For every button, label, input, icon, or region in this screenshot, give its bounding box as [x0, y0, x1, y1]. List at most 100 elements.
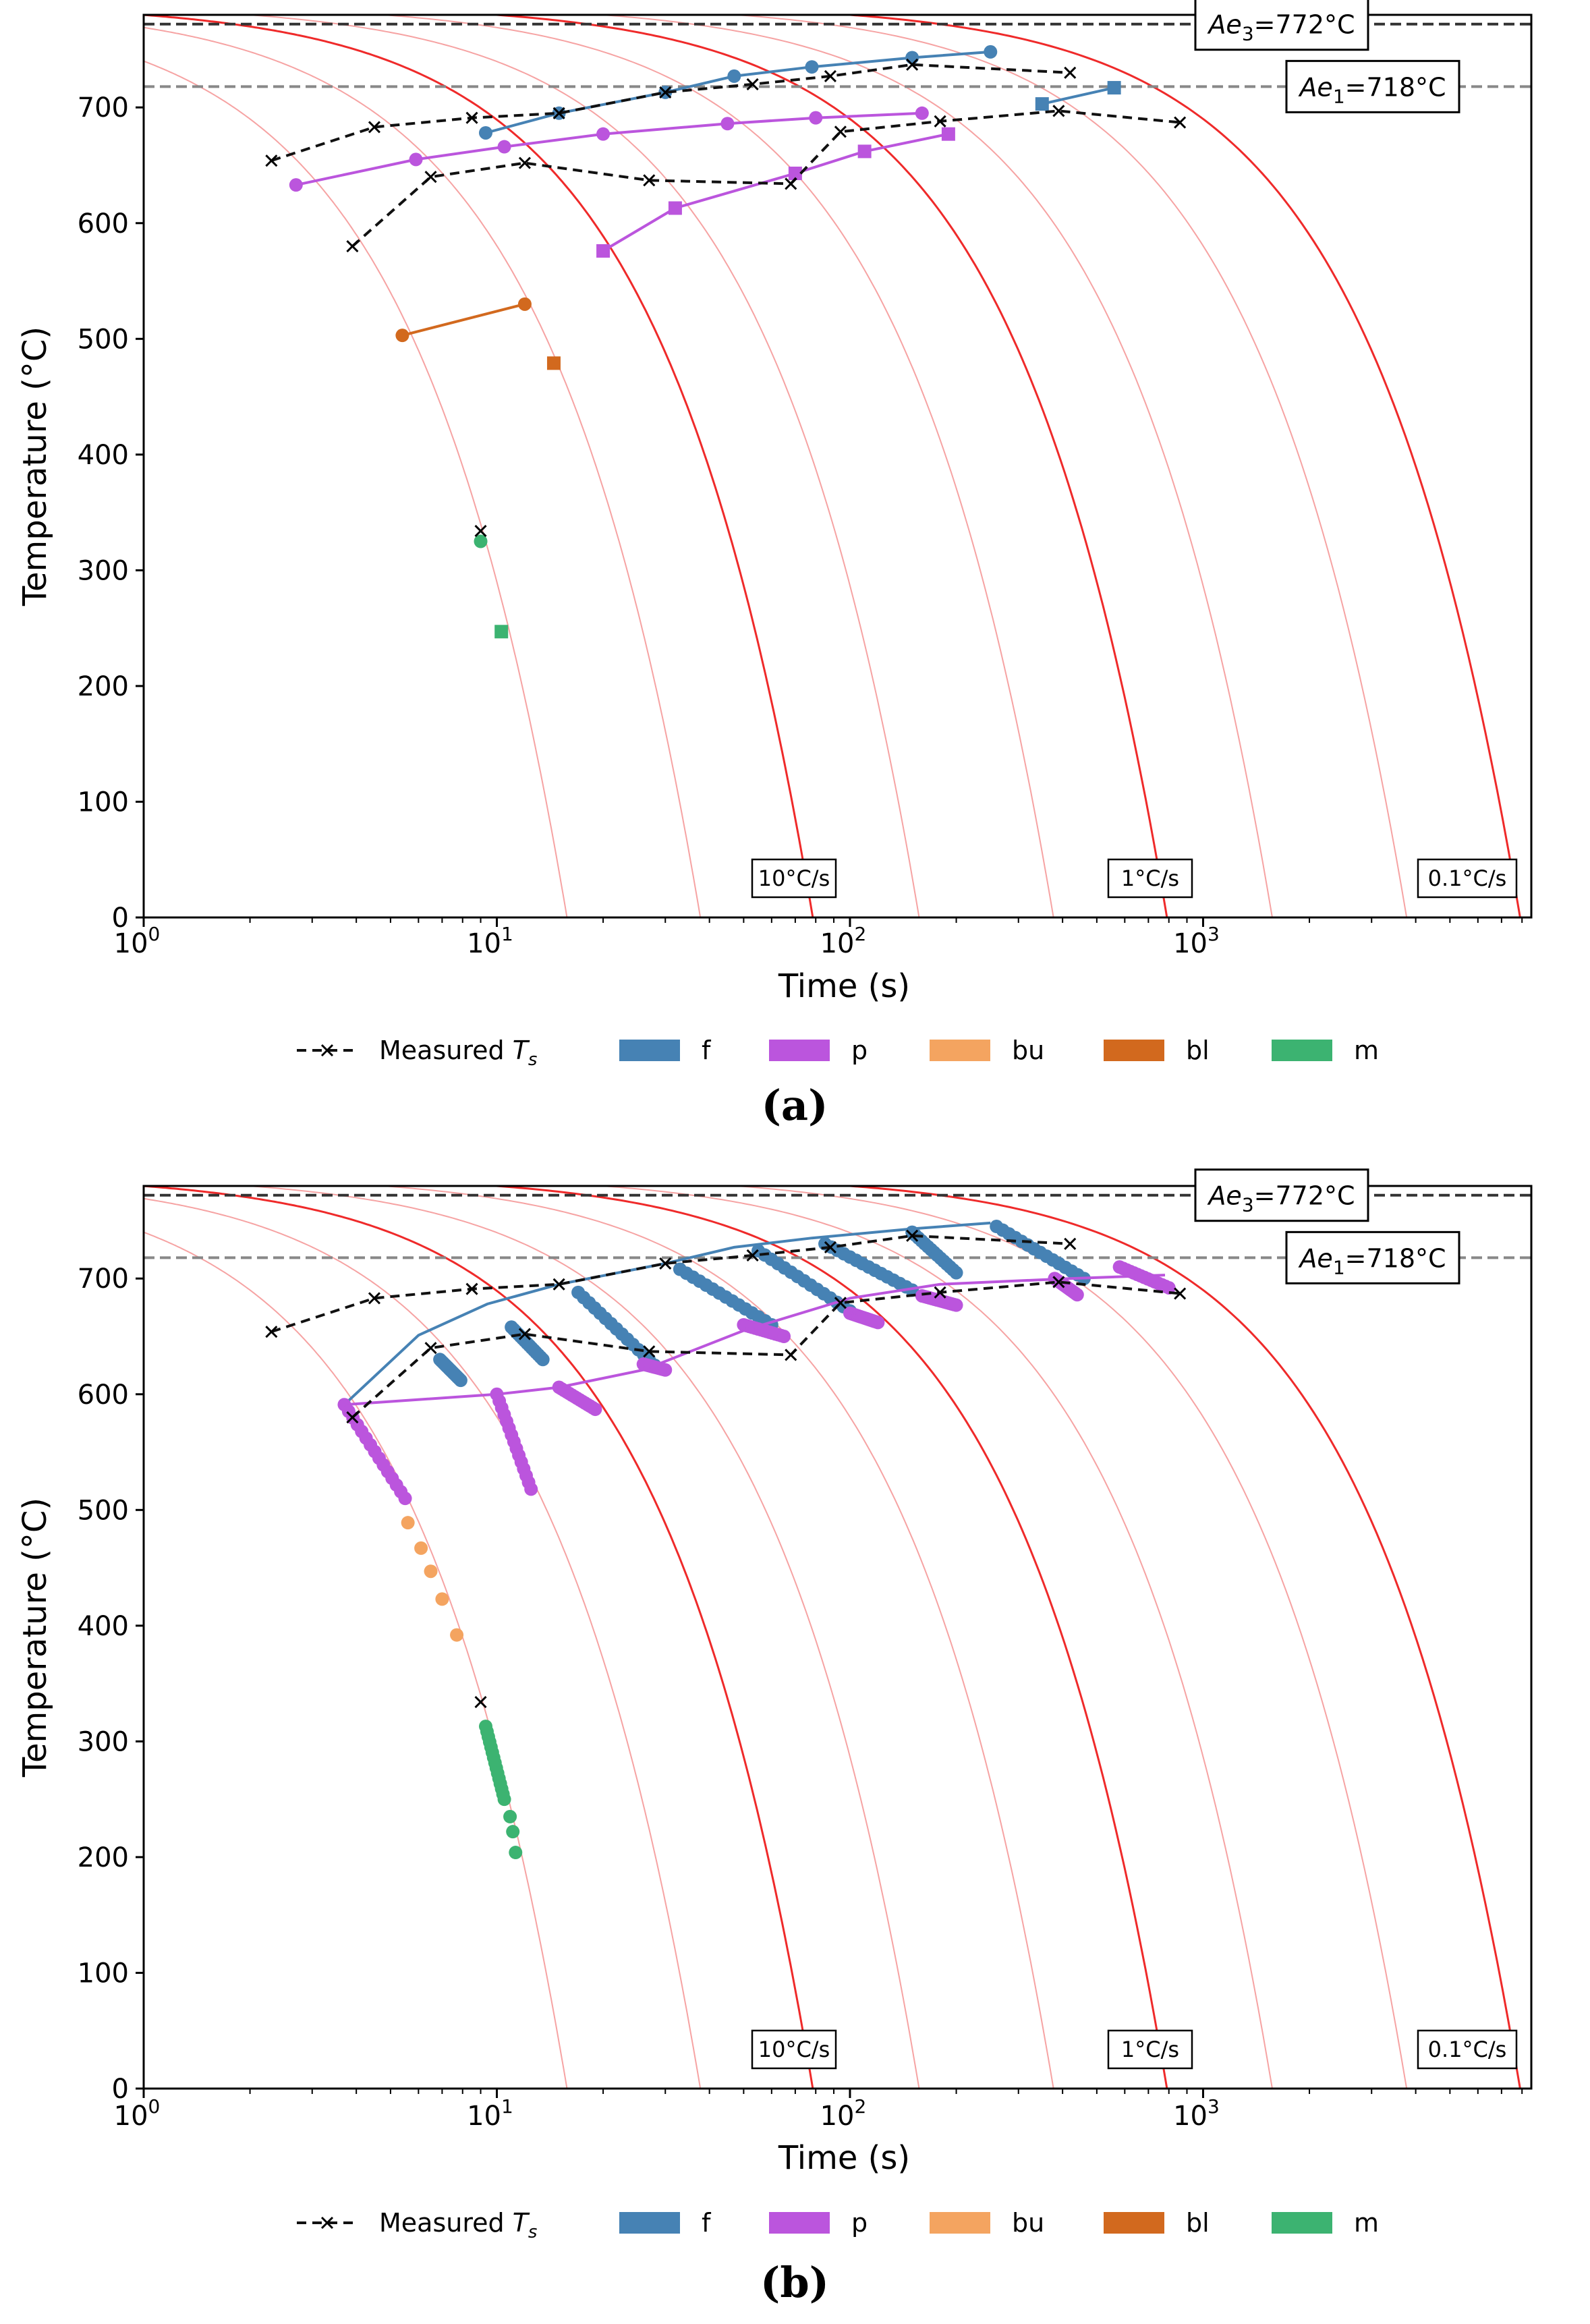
ae-symbol: Ae [1297, 1243, 1332, 1273]
ae3-label: Ae3=772°C [1206, 10, 1355, 45]
y-tick-label: 700 [78, 1264, 129, 1295]
measured-ts-marker [346, 1411, 359, 1424]
measured-ts-marker [552, 107, 565, 119]
ae1-label-box [1285, 59, 1460, 113]
series-f-finish-line [1042, 86, 1115, 106]
series-bl-start-line [401, 302, 526, 337]
measured-ts-marker [368, 1292, 381, 1305]
rate-label-box [1417, 2029, 1518, 2070]
measured-ts-marker [824, 69, 836, 82]
y-tick-label: 200 [78, 671, 129, 702]
series-p-marker [1162, 1280, 1176, 1295]
measured-ts-marker [518, 157, 531, 169]
series-m-marker [503, 1809, 517, 1823]
ae-symbol: Ae [1206, 1181, 1241, 1211]
series-p-marker [588, 1402, 602, 1417]
series-bl-finish-marker [546, 356, 561, 370]
legend-bu-label: bu [1012, 2208, 1044, 2238]
x-tick-base: 10 [820, 2101, 855, 2132]
x-tick-exponent: 1 [501, 2095, 513, 2118]
legend-ts-subscript: s [528, 1050, 538, 1070]
cooling-curve [144, 1186, 814, 2089]
measured-ts-marker [1052, 105, 1065, 117]
measured-ts-marker [643, 174, 656, 187]
series-bu-marker [450, 1628, 464, 1642]
legend-bl-label: bl [1186, 2208, 1210, 2238]
ae-value: =772°C [1254, 1181, 1355, 1211]
measured-ts-marker [906, 1229, 919, 1242]
series-f-start-marker [478, 125, 492, 140]
rate-label: 1°C/s [1121, 2037, 1179, 2062]
series-f-marker [949, 1266, 963, 1280]
legend-p-label: p [851, 1036, 868, 1065]
series-m-marker [497, 1792, 511, 1807]
series-p-finish-marker [857, 144, 872, 159]
legend-ts-subscript: s [528, 2222, 538, 2242]
measured-ts-marker [834, 125, 847, 138]
measured-ts-marker [746, 78, 759, 90]
series-f-finish-marker [1107, 81, 1121, 95]
ae1-label: Ae1=718°C [1297, 72, 1446, 107]
rate-label: 10°C/s [758, 866, 830, 891]
measured-ts-marker [824, 1241, 836, 1253]
ae-subscript: 1 [1333, 85, 1345, 107]
legend-f-label: f [702, 2208, 712, 2238]
cooling-curve [482, 15, 1168, 917]
series-f-marker [905, 1283, 919, 1297]
x-tick-label: 100 [114, 2095, 161, 2132]
y-tick-label: 0 [112, 2074, 129, 2105]
measured-ts-marker [1174, 1287, 1187, 1300]
measured-ts-start-line [271, 63, 1071, 163]
series-f-start-marker [727, 69, 741, 83]
x-tick-exponent: 0 [148, 923, 161, 945]
legend-ts-symbol: T [513, 1036, 530, 1065]
ae-subscript: 1 [1333, 1256, 1345, 1278]
axes-frame [142, 13, 1533, 919]
rate-label: 0.1°C/s [1428, 2037, 1507, 2062]
measured-ts-marker [424, 1342, 437, 1355]
cooling-curve [144, 15, 814, 917]
series-f-finish-marker [1035, 97, 1049, 111]
series-p-finish-marker [941, 127, 955, 141]
panel-caption: (a) [762, 1081, 828, 1130]
series-f-line [343, 1221, 991, 1406]
measured-ts-marker [1052, 1276, 1065, 1288]
y-tick-label: 100 [78, 787, 129, 818]
legend-p-swatch [769, 2212, 830, 2234]
legend-m-label: m [1354, 2208, 1379, 2238]
y-tick-label: 500 [78, 1495, 129, 1526]
legend-m-label: m [1354, 1036, 1379, 1065]
ae-value: =772°C [1254, 10, 1355, 40]
series-p-start-marker [289, 178, 303, 192]
rate-label-box [1417, 858, 1518, 899]
x-tick-label: 103 [1173, 923, 1220, 959]
y-tick-label: 600 [78, 208, 129, 239]
legend-bu-swatch [930, 2212, 990, 2234]
series-p-marker [871, 1315, 885, 1330]
faint-cooling-curve [727, 15, 1408, 917]
plot-area [144, 1186, 1531, 2089]
measured-ts-marker [465, 1282, 478, 1295]
x-tick-exponent: 3 [1208, 2095, 1220, 2118]
legend-bu-swatch [930, 1040, 990, 1061]
measured-ts-marker [746, 1249, 759, 1262]
x-tick-base: 10 [467, 2101, 501, 2132]
ae3-label-box [1194, 1168, 1369, 1222]
ae-value: =718°C [1345, 72, 1446, 102]
series-p-marker [524, 1482, 538, 1496]
x-tick-base: 10 [1173, 928, 1208, 959]
y-tick-label: 300 [78, 555, 129, 586]
series-f-start-marker [805, 60, 819, 74]
measured-ts-marker [368, 121, 381, 134]
series-p-start-marker [809, 111, 823, 125]
x-tick-label: 101 [467, 923, 513, 959]
series-p-marker [949, 1298, 963, 1312]
faint-cooling-curve [593, 1186, 1273, 2089]
legend-measured-text: Measured [379, 2208, 513, 2238]
legend-measured-label: Measured Ts [379, 2208, 537, 2242]
legend-bl-swatch [1104, 2212, 1164, 2234]
legend-f-swatch [619, 1040, 680, 1061]
legend-measured-text: Measured [379, 1036, 513, 1065]
x-tick-base: 10 [114, 2101, 148, 2132]
rate-label: 10°C/s [758, 2037, 830, 2062]
